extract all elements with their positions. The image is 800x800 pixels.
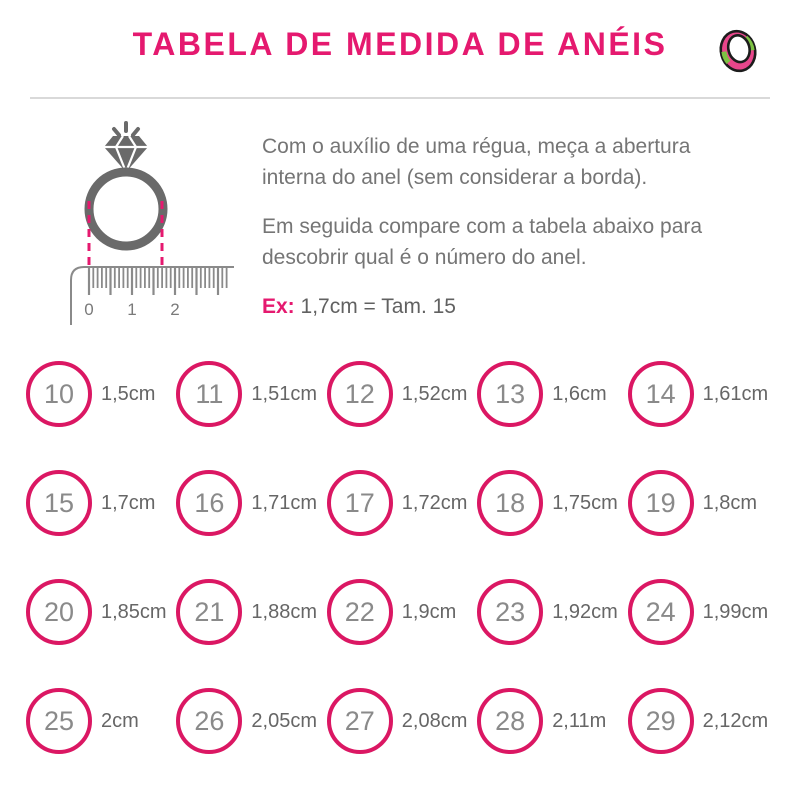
size-item: 24 1,99cm bbox=[627, 579, 778, 645]
size-number-circle: 15 bbox=[26, 470, 92, 536]
page-title: TABELA DE MEDIDA DE ANÉIS bbox=[132, 26, 668, 62]
size-measure-label: 2,11m bbox=[552, 709, 607, 732]
size-measure-label: 1,52cm bbox=[401, 382, 468, 405]
measure-guides bbox=[87, 201, 164, 267]
size-item: 14 1,61cm bbox=[627, 361, 778, 427]
size-measure-label: 1,6cm bbox=[552, 382, 607, 405]
size-item: 12 1,52cm bbox=[326, 361, 477, 427]
size-number-circle: 22 bbox=[326, 579, 393, 645]
size-measure-label: 2,12cm bbox=[702, 709, 769, 732]
size-item: 10 1,5cm bbox=[26, 361, 176, 427]
size-item: 20 1,85cm bbox=[26, 579, 176, 645]
size-measure-label: 2,08cm bbox=[401, 709, 468, 732]
instruction-paragraph-1: Com o auxílio de uma régua, meça a abert… bbox=[262, 135, 691, 190]
size-measure-label: 1,61cm bbox=[702, 382, 769, 405]
size-measure-label: 1,51cm bbox=[251, 382, 317, 405]
size-item: 17 1,72cm bbox=[326, 470, 477, 536]
size-number-circle: 24 bbox=[627, 579, 694, 645]
size-number-circle: 20 bbox=[26, 579, 92, 645]
size-number-circle: 18 bbox=[477, 470, 544, 536]
size-measure-label: 1,7cm bbox=[101, 491, 156, 514]
size-measure-label: 1,99cm bbox=[702, 600, 769, 623]
size-number-circle: 23 bbox=[477, 579, 544, 645]
size-number-circle: 13 bbox=[477, 361, 544, 427]
size-number-circle: 26 bbox=[176, 688, 243, 754]
ring-logo-icon bbox=[719, 29, 757, 73]
ruler-number: 0 bbox=[84, 300, 93, 319]
size-item: 28 2,11m bbox=[477, 688, 627, 754]
size-measure-label: 2,05cm bbox=[251, 709, 317, 732]
size-item: 15 1,7cm bbox=[26, 470, 176, 536]
ruler-numbers: 0 1 2 bbox=[84, 300, 179, 319]
size-number-circle: 28 bbox=[477, 688, 544, 754]
size-measure-label: 1,85cm bbox=[101, 600, 167, 623]
size-number-circle: 16 bbox=[176, 470, 243, 536]
size-item: 19 1,8cm bbox=[627, 470, 778, 536]
size-measure-label: 1,8cm bbox=[702, 491, 758, 514]
size-item: 26 2,05cm bbox=[176, 688, 326, 754]
instruction-paragraph-2: Em seguida compare com a tabela abaixo p… bbox=[262, 215, 703, 270]
ruler-number: 2 bbox=[170, 300, 179, 319]
size-number-circle: 29 bbox=[627, 688, 694, 754]
size-item: 16 1,71cm bbox=[176, 470, 326, 536]
size-number-circle: 25 bbox=[26, 688, 92, 754]
size-number-circle: 19 bbox=[627, 470, 694, 536]
ring-band bbox=[84, 167, 168, 251]
size-item: 13 1,6cm bbox=[477, 361, 627, 427]
size-item: 23 1,92cm bbox=[477, 579, 627, 645]
size-measure-label: 1,71cm bbox=[251, 491, 317, 514]
example-line: Ex: 1,7cm = Tam. 15 bbox=[262, 295, 754, 319]
instructions-section: 0 1 2 Com o auxílio de uma régua, meça a a… bbox=[0, 99, 800, 331]
size-measure-label: 1,92cm bbox=[552, 600, 618, 623]
ruler: 0 1 2 bbox=[70, 266, 234, 325]
header-divider bbox=[30, 97, 770, 99]
size-item: 21 1,88cm bbox=[176, 579, 326, 645]
size-measure-label: 1,75cm bbox=[552, 491, 618, 514]
size-measure-label: 1,72cm bbox=[401, 491, 468, 514]
size-measure-label: 1,88cm bbox=[251, 600, 317, 623]
header: TABELA DE MEDIDA DE ANÉIS bbox=[0, 0, 800, 84]
ring-measure-illustration: 0 1 2 bbox=[70, 121, 234, 325]
size-item: 18 1,75cm bbox=[477, 470, 627, 536]
example-prefix: Ex: bbox=[262, 295, 295, 319]
size-item: 29 2,12cm bbox=[627, 688, 778, 754]
size-measure-label: 2cm bbox=[101, 709, 139, 732]
example-value: 1,7cm = Tam. 15 bbox=[300, 295, 456, 319]
sparkle-icon bbox=[112, 121, 140, 137]
size-number-circle: 12 bbox=[326, 361, 393, 427]
size-grid: 10 1,5cm 11 1,51cm 12 1,52cm 13 1,6cm 14 1,61cm 15… bbox=[26, 361, 778, 754]
instructions-text: Com o auxílio de uma régua, meça a abert… bbox=[240, 109, 754, 331]
size-number-circle: 10 bbox=[26, 361, 92, 427]
size-item: 27 2,08cm bbox=[326, 688, 477, 754]
size-item: 22 1,9cm bbox=[326, 579, 477, 645]
ruler-number: 1 bbox=[127, 300, 136, 319]
size-item: 25 2cm bbox=[26, 688, 176, 754]
size-number-circle: 14 bbox=[627, 361, 694, 427]
size-measure-label: 1,5cm bbox=[101, 382, 156, 405]
size-measure-label: 1,9cm bbox=[401, 600, 457, 623]
ruler-ticks bbox=[87, 267, 228, 295]
size-number-circle: 21 bbox=[176, 579, 243, 645]
size-number-circle: 17 bbox=[326, 470, 393, 536]
size-item: 11 1,51cm bbox=[176, 361, 326, 427]
size-number-circle: 11 bbox=[176, 361, 243, 427]
diamond-icon bbox=[104, 135, 148, 175]
size-number-circle: 27 bbox=[326, 688, 393, 754]
